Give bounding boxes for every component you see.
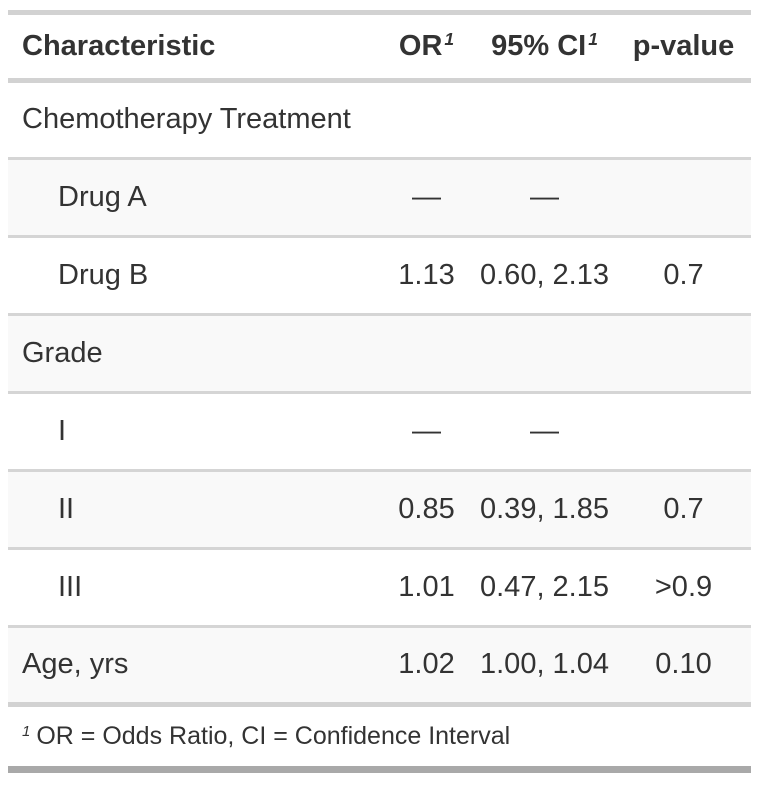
footnote-marker: 1	[22, 723, 31, 741]
cell-ci	[473, 315, 616, 393]
cell-ci: 0.60, 2.13	[480, 258, 609, 291]
table-body: Chemotherapy Treatment Drug A — — Drug B…	[8, 80, 751, 705]
cell-ci: —	[530, 180, 559, 213]
footnote-marker: 1	[444, 28, 455, 49]
table-row-grade-ii: II 0.85 0.39, 1.85 0.7	[8, 470, 751, 549]
cell-ci: 0.39, 1.85	[480, 492, 609, 525]
cell-pvalue: 0.7	[663, 492, 704, 525]
col-header-pvalue: p-value	[616, 12, 751, 83]
cell-label: Drug B	[58, 258, 149, 291]
cell-or: 0.85	[398, 492, 455, 525]
footnote-row: 1 OR = Odds Ratio, CI = Confidence Interv…	[8, 702, 751, 773]
cell-or: 1.13	[398, 258, 455, 291]
cell-pvalue	[616, 81, 751, 159]
cell-label: Age, yrs	[22, 648, 129, 681]
table-row-grade-iii: III 1.01 0.47, 2.15 >0.9	[8, 548, 751, 627]
cell-label: II	[58, 492, 75, 525]
cell-or	[380, 315, 473, 393]
cell-ci: 1.00, 1.04	[480, 648, 609, 681]
cell-label: Drug A	[58, 180, 147, 213]
regression-summary-table: Characteristic OR 1 95% CI 1 p-value Chemo…	[8, 10, 751, 773]
col-header-characteristic: Characteristic	[8, 12, 380, 83]
col-header-or-label: OR	[398, 29, 443, 62]
table-header: Characteristic OR 1 95% CI 1 p-value	[8, 12, 751, 83]
cell-or: 1.02	[398, 648, 455, 681]
col-header-or: OR 1	[380, 12, 473, 83]
cell-pvalue	[616, 159, 751, 237]
col-header-characteristic-label: Characteristic	[22, 29, 216, 62]
cell-label: III	[58, 570, 83, 603]
col-header-ci: 95% CI 1	[473, 12, 616, 83]
table-row-drug-b: Drug B 1.13 0.60, 2.13 0.7	[8, 236, 751, 315]
cell-or: —	[412, 414, 441, 447]
col-header-pvalue-label: p-value	[632, 29, 735, 62]
page: Characteristic OR 1 95% CI 1 p-value Chemo…	[0, 10, 760, 801]
table-footer: 1 OR = Odds Ratio, CI = Confidence Interv…	[8, 702, 751, 773]
table-row-grade-i: I — —	[8, 392, 751, 471]
footnote: 1 OR = Odds Ratio, CI = Confidence Interv…	[8, 702, 751, 773]
cell-pvalue: >0.9	[654, 570, 713, 603]
cell-ci	[473, 81, 616, 159]
footnote-text: OR = Odds Ratio, CI = Confidence Interva…	[36, 721, 511, 750]
cell-pvalue: 0.7	[663, 258, 704, 291]
cell-label: Grade	[22, 336, 103, 369]
col-header-ci-label: 95% CI	[491, 29, 587, 62]
header-row: Characteristic OR 1 95% CI 1 p-value	[8, 12, 751, 83]
cell-pvalue	[616, 315, 751, 393]
table-row-age-yrs: Age, yrs 1.02 1.00, 1.04 0.10	[8, 626, 751, 705]
cell-pvalue: 0.10	[655, 648, 712, 681]
cell-ci: —	[530, 414, 559, 447]
cell-pvalue	[616, 393, 751, 471]
cell-or: —	[412, 180, 441, 213]
cell-or	[380, 81, 473, 159]
cell-label: I	[58, 414, 67, 447]
table-row-drug-a: Drug A — —	[8, 158, 751, 237]
table-row-grade: Grade	[8, 314, 751, 393]
cell-label: Chemotherapy Treatment	[22, 103, 351, 136]
cell-or: 1.01	[398, 570, 455, 603]
cell-ci: 0.47, 2.15	[480, 570, 609, 603]
table-row-chemotherapy-treatment: Chemotherapy Treatment	[8, 80, 751, 159]
footnote-marker: 1	[588, 28, 598, 49]
